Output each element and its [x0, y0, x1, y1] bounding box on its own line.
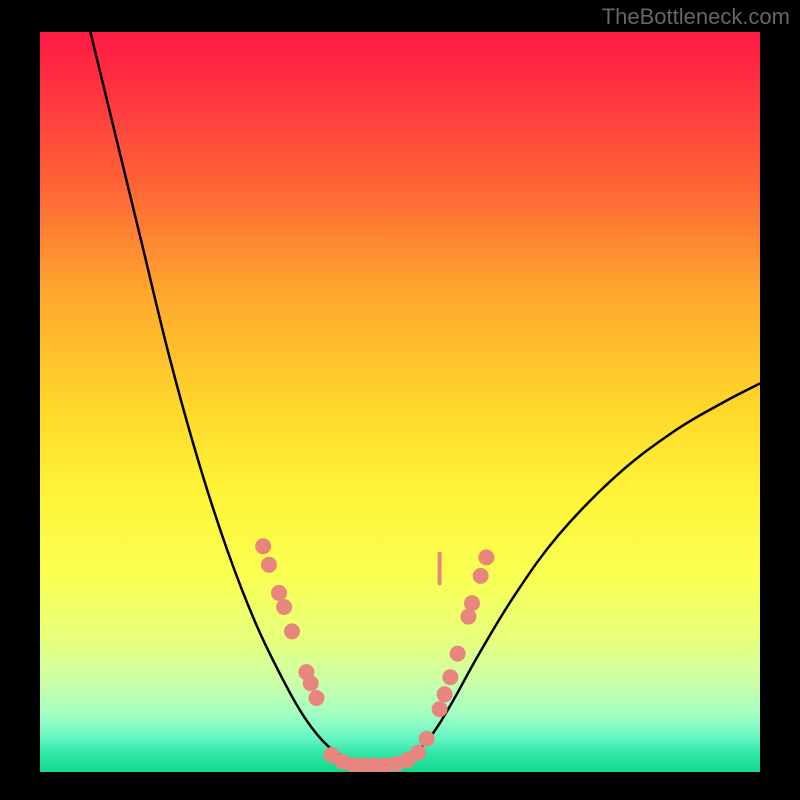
data-point: [450, 646, 466, 662]
data-point: [419, 731, 435, 747]
data-point: [308, 690, 324, 706]
chart-overlay: [40, 32, 760, 772]
data-point: [464, 595, 480, 611]
data-point: [284, 623, 300, 639]
data-point: [271, 585, 287, 601]
data-point: [442, 669, 458, 685]
data-point: [255, 538, 271, 554]
data-point: [437, 686, 453, 702]
plot-area: [40, 32, 760, 772]
bottleneck-curve: [90, 32, 760, 766]
data-point: [473, 568, 489, 584]
watermark-text: TheBottleneck.com: [602, 4, 790, 30]
data-point: [303, 675, 319, 691]
data-point: [276, 599, 292, 615]
data-point: [410, 745, 426, 761]
data-point: [261, 557, 277, 573]
data-point: [478, 549, 494, 565]
data-point: [432, 701, 448, 717]
